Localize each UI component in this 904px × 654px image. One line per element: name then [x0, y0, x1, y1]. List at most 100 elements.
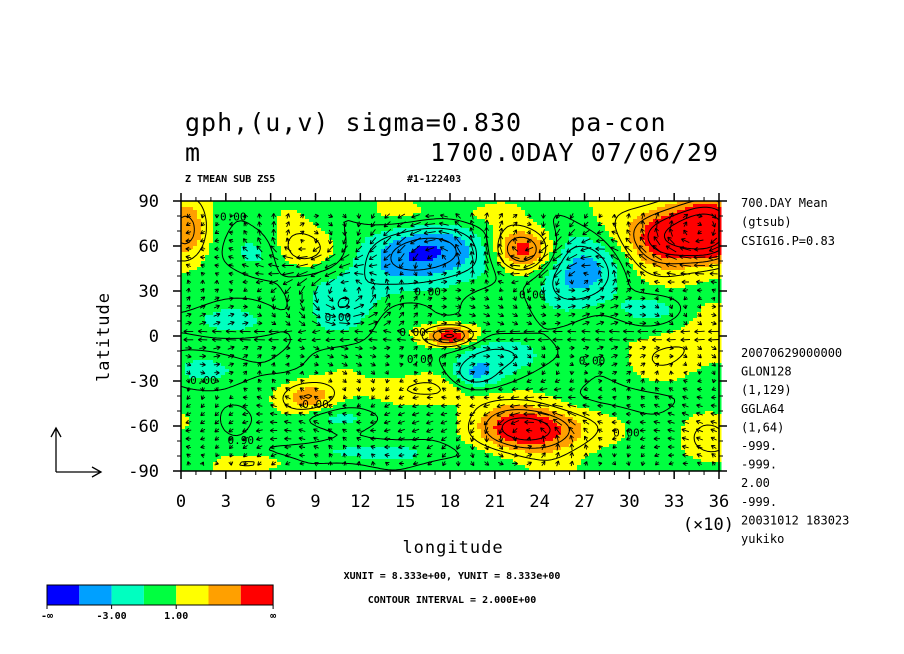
- wind-vector: [413, 295, 418, 302]
- field-cell: [181, 261, 202, 265]
- field-cell: [181, 273, 342, 277]
- info-line: 20031012 183023: [741, 513, 849, 527]
- wind-vector: [228, 419, 234, 425]
- wind-vector: [342, 378, 347, 384]
- field-cell: [453, 372, 470, 376]
- wind-vector: [653, 436, 661, 442]
- x-tick-label: 9: [310, 492, 320, 512]
- wind-vector: [626, 278, 631, 286]
- field-cell: [361, 318, 694, 322]
- wind-vector: [355, 279, 363, 285]
- wind-vector: [597, 270, 603, 278]
- wind-vector: [310, 270, 322, 278]
- field-cell: [493, 426, 562, 430]
- wind-vector: [353, 263, 364, 269]
- field-cell: [357, 252, 382, 256]
- wind-vector: [667, 236, 676, 245]
- wind-vector: [271, 220, 277, 228]
- wind-vector: [639, 428, 646, 433]
- field-cell: [497, 201, 506, 205]
- wind-vector: [327, 461, 333, 466]
- wind-vector: [639, 320, 647, 326]
- wind-vector: [569, 213, 575, 219]
- wind-vector: [683, 229, 688, 236]
- wind-vector: [626, 378, 631, 384]
- wind-vector: [299, 460, 305, 466]
- colorbar-swatch: [47, 585, 80, 605]
- wind-vector: [200, 403, 206, 409]
- field-cell: [517, 369, 634, 373]
- wind-vector: [356, 460, 361, 466]
- field-cell: [573, 417, 618, 421]
- wind-vector: [523, 262, 535, 269]
- field-cell: [409, 258, 434, 262]
- field-cell: [277, 459, 514, 463]
- field-cell: [181, 312, 214, 316]
- field-cell: [381, 261, 466, 265]
- field-cell: [517, 252, 530, 256]
- field-cell: [485, 267, 506, 271]
- field-cell: [557, 411, 602, 415]
- wind-vector: [581, 337, 591, 343]
- field-cell: [657, 207, 686, 211]
- field-cell: [529, 249, 542, 253]
- wind-vector: [438, 329, 450, 334]
- wind-vector: [413, 279, 419, 285]
- wind-vector: [228, 411, 234, 416]
- wind-vector: [256, 452, 263, 458]
- wind-vector: [298, 444, 306, 450]
- field-cell: [297, 210, 378, 214]
- wind-vector: [525, 279, 533, 286]
- field-cell: [573, 261, 598, 265]
- field-cell: [181, 459, 218, 463]
- field-cell: [493, 453, 590, 457]
- wind-vector: [370, 419, 376, 425]
- wind-vector: [611, 354, 618, 359]
- wind-vector: [424, 337, 436, 342]
- field-cell: [357, 372, 422, 376]
- field-cell: [533, 219, 598, 223]
- colorbar-label: -∞: [41, 611, 53, 622]
- wind-vector: [526, 238, 532, 243]
- field-cell: [181, 444, 474, 448]
- field-cell: [477, 324, 686, 328]
- wind-vector: [368, 254, 378, 261]
- field-cell: [617, 417, 690, 421]
- wind-vector: [356, 437, 362, 442]
- field-cell: [433, 258, 466, 262]
- field-cell: [621, 420, 686, 424]
- field-cell: [661, 267, 686, 271]
- wind-vector: [399, 286, 404, 294]
- wind-vector: [496, 411, 505, 417]
- field-cell: [505, 240, 542, 244]
- wind-vector: [512, 461, 519, 466]
- wind-vector: [512, 452, 519, 458]
- wind-vector: [270, 387, 277, 392]
- wind-vector: [467, 337, 478, 343]
- field-cell: [541, 288, 618, 292]
- wind-vector: [427, 313, 433, 318]
- wind-vector: [356, 237, 362, 245]
- wind-vector: [468, 320, 477, 326]
- wind-vector: [228, 428, 234, 433]
- wind-vector: [455, 362, 461, 367]
- wind-vector: [541, 296, 546, 301]
- wind-vector: [496, 261, 505, 270]
- wind-vector: [325, 253, 336, 261]
- wind-vector: [455, 345, 462, 351]
- wind-vector: [711, 386, 716, 391]
- field-cell: [581, 435, 626, 439]
- wind-vector: [625, 304, 633, 310]
- wind-vector: [597, 395, 603, 400]
- field-cell: [445, 378, 462, 382]
- wind-vector: [554, 362, 560, 367]
- wind-vector: [512, 237, 518, 244]
- wind-vector: [271, 295, 276, 302]
- wind-vector: [483, 379, 489, 384]
- wind-vector: [411, 428, 420, 433]
- field-cell: [569, 285, 590, 289]
- field-cell: [181, 285, 318, 289]
- wind-vector: [526, 230, 531, 235]
- field-cell: [485, 246, 494, 250]
- field-cell: [649, 378, 678, 382]
